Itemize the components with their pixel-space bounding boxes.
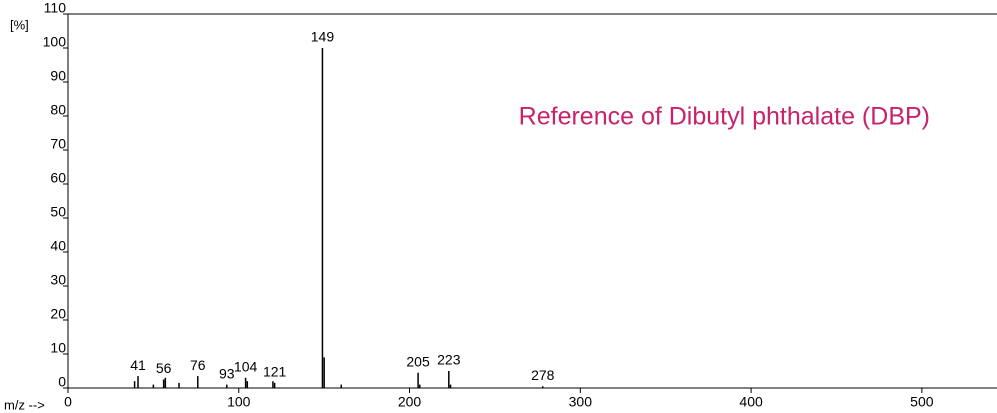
peak-label: 121: [263, 364, 287, 380]
x-axis-label: m/z -->: [4, 397, 45, 412]
y-tick-label: 20: [50, 306, 66, 322]
peak-label: 104: [234, 359, 258, 375]
y-tick-label: 60: [50, 170, 66, 186]
x-tick-label: 0: [64, 394, 72, 410]
y-tick-label: 100: [43, 34, 67, 50]
annotation: Reference of Dibutyl phthalate (DBP): [519, 103, 930, 131]
y-tick-label: 30: [50, 272, 66, 288]
y-tick-label: 0: [58, 374, 66, 390]
y-tick-label: 80: [50, 102, 66, 118]
y-tick-label: 70: [50, 136, 66, 152]
y-tick-label: 50: [50, 204, 66, 220]
peak-label: 149: [311, 29, 335, 45]
x-tick-label: 300: [569, 394, 593, 410]
peak-label: 223: [437, 352, 461, 368]
y-tick-label: 90: [50, 68, 66, 84]
y-tick-label: 40: [50, 238, 66, 254]
peak-label: 205: [406, 353, 430, 369]
peak-label: 93: [219, 365, 235, 381]
peak-label: 278: [531, 367, 555, 383]
y-tick-label: 110: [44, 0, 67, 16]
x-tick-label: 500: [910, 394, 934, 410]
y-axis-label: [%]: [10, 17, 29, 32]
y-tick-label: 10: [50, 340, 66, 356]
x-tick-label: 100: [227, 394, 251, 410]
x-tick-label: 400: [739, 394, 763, 410]
peak-label: 56: [156, 360, 172, 376]
peak-label: 76: [190, 357, 206, 373]
peak-label: 41: [130, 357, 146, 373]
x-tick-label: 200: [398, 394, 422, 410]
